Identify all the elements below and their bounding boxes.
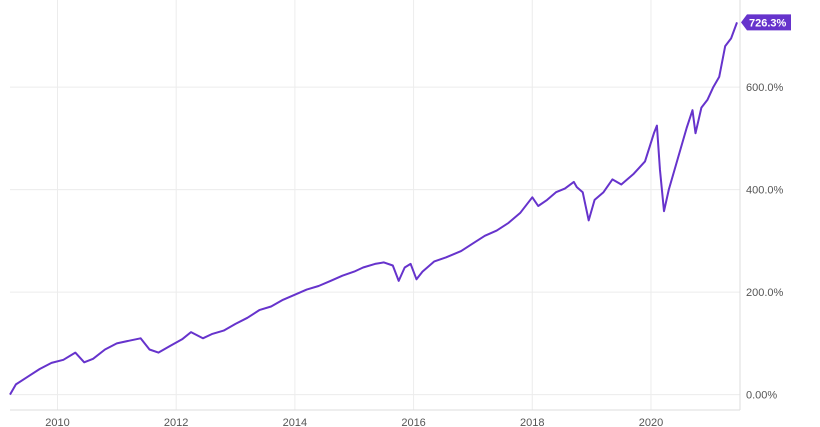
- last-value-badge: 726.3%: [741, 14, 791, 31]
- x-tick-label: 2020: [639, 417, 663, 427]
- x-tick-label: 2018: [520, 417, 544, 427]
- x-tick-label: 2010: [45, 417, 69, 427]
- y-tick-label: 200.0%: [746, 287, 784, 299]
- y-tick-label: 400.0%: [746, 185, 784, 197]
- chart-grid: [10, 0, 741, 411]
- x-tick-label: 2014: [283, 417, 307, 427]
- x-tick-label: 2016: [401, 417, 425, 427]
- last-value-badge-shape: [741, 14, 791, 31]
- y-axis: 0.00% 200.0% 400.0% 600.0%: [746, 82, 784, 402]
- x-tick-label: 2012: [164, 417, 188, 427]
- y-tick-label: 0.00%: [746, 390, 777, 402]
- x-axis: 2010 2012 2014 2016 2018 2020: [45, 417, 663, 427]
- series-line: [9, 22, 738, 396]
- last-value-label: 726.3%: [749, 17, 787, 29]
- y-tick-label: 600.0%: [746, 82, 784, 94]
